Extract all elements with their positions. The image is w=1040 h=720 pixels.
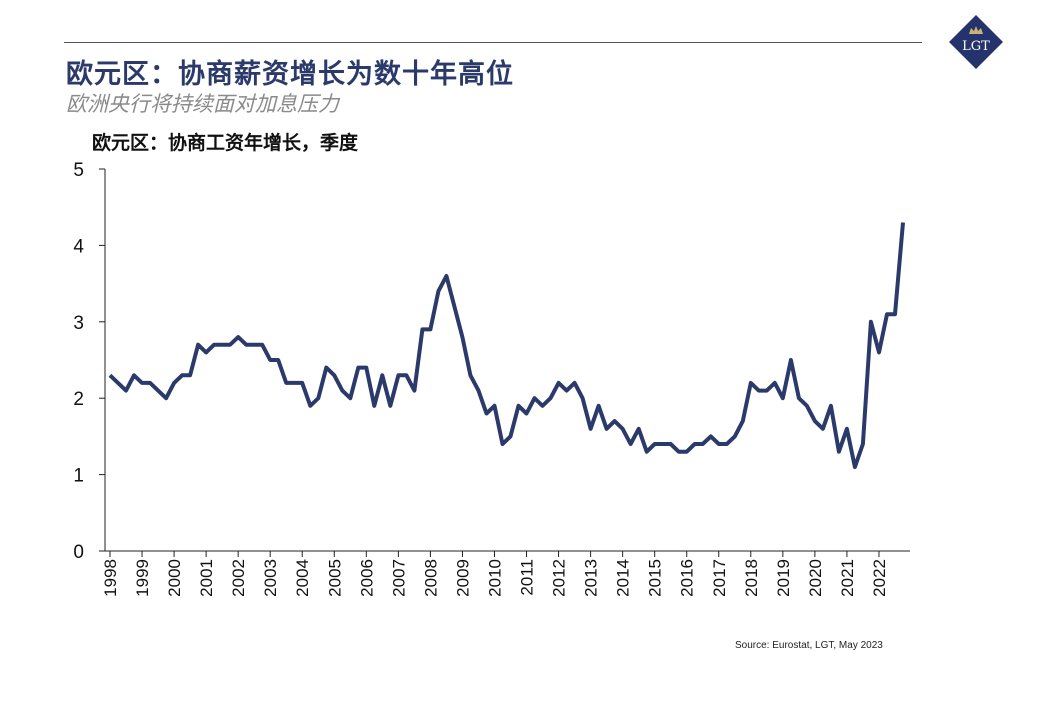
y-tick-label: 0 — [73, 542, 84, 563]
x-tick-label: 2002 — [229, 559, 248, 597]
x-tick-label: 2009 — [453, 559, 472, 597]
x-tick-label: 2017 — [710, 559, 729, 597]
x-tick-label: 2014 — [614, 559, 633, 597]
x-tick-label: 2022 — [870, 559, 889, 597]
x-tick-label: 2010 — [485, 559, 504, 597]
page-title: 欧元区：协商薪资增长为数十年高位 — [66, 59, 514, 90]
chart-title: 欧元区：协商工资年增长，季度 — [92, 132, 359, 154]
x-tick-label: 2019 — [774, 559, 793, 597]
source-note: Source: Eurostat, LGT, May 2023 — [735, 640, 883, 651]
page-subtitle: 欧洲央行将持续面对加息压力 — [66, 92, 339, 116]
x-tick-label: 1998 — [101, 559, 120, 597]
x-tick-label: 2006 — [357, 559, 376, 597]
header-divider — [64, 42, 922, 43]
x-tick-label: 2013 — [582, 559, 601, 597]
x-tick-label: 2015 — [646, 559, 665, 597]
x-tick-label: 2007 — [389, 559, 408, 597]
x-tick-label: 2000 — [165, 559, 184, 597]
x-tick-label: 2011 — [518, 559, 537, 596]
y-tick-label: 3 — [73, 313, 84, 334]
x-tick-label: 2004 — [293, 559, 312, 597]
x-tick-label: 2016 — [678, 559, 697, 597]
x-tick-label: 2001 — [197, 559, 216, 597]
x-tick-label: 2020 — [806, 559, 825, 597]
x-tick-label: 2012 — [550, 559, 569, 597]
x-tick-label: 2021 — [838, 559, 857, 597]
y-tick-label: 1 — [73, 466, 84, 487]
x-tick-label: 2018 — [742, 559, 761, 597]
series-line — [108, 222, 905, 469]
x-tick-label: 2003 — [261, 559, 280, 597]
y-tick-label: 5 — [73, 160, 84, 181]
x-tick-label: 1999 — [133, 559, 152, 597]
y-tick-label: 4 — [73, 236, 84, 257]
svg-text:LGT: LGT — [962, 39, 990, 54]
y-tick-label: 2 — [73, 389, 84, 410]
lgt-logo: LGT — [949, 15, 1003, 69]
x-tick-label: 2008 — [421, 559, 440, 597]
x-tick-label: 2005 — [325, 559, 344, 597]
